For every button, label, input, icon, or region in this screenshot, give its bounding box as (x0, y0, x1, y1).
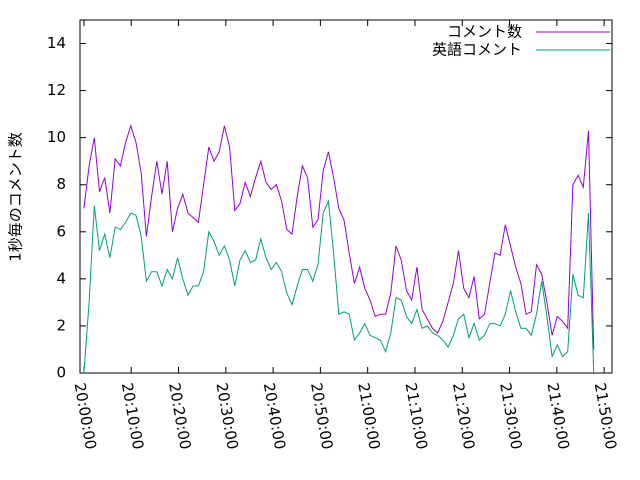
y-tick-label: 12 (47, 81, 66, 99)
y-tick-label: 4 (56, 269, 66, 287)
series-line (83, 124, 595, 350)
x-tick-label: 20:00:00 (71, 381, 100, 450)
y-axis-label: 1秒毎のコメント数 (7, 132, 25, 262)
y-tick-label: 0 (56, 364, 66, 382)
x-tick-label: 21:10:00 (402, 381, 431, 450)
y-tick-label: 10 (47, 128, 66, 146)
x-tick-label: 20:20:00 (165, 381, 194, 450)
x-tick-label: 20:50:00 (307, 381, 336, 450)
legend-label: 英語コメント (432, 41, 522, 59)
x-tick-label: 21:00:00 (354, 381, 383, 450)
y-tick-label: 14 (47, 34, 66, 52)
x-tick-label: 21:30:00 (496, 381, 525, 450)
x-tick-label: 20:40:00 (260, 381, 289, 450)
plot-frame (79, 19, 613, 374)
x-tick-label: 20:10:00 (118, 381, 147, 450)
x-tick-label: 21:50:00 (591, 381, 620, 450)
x-tick-label: 21:20:00 (449, 381, 478, 450)
y-tick-label: 8 (56, 175, 66, 193)
y-tick-label: 6 (56, 222, 66, 240)
x-tick-label: 21:40:00 (543, 381, 572, 450)
x-tick-label: 20:30:00 (212, 381, 241, 450)
series-line (83, 199, 595, 374)
legend-label: コメント数 (447, 23, 522, 41)
y-tick-label: 2 (56, 316, 66, 334)
